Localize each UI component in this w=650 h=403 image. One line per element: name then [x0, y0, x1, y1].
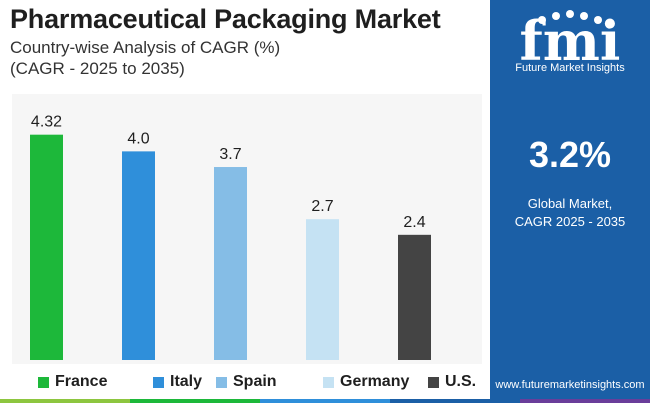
- logo-dot-icon: [580, 12, 588, 20]
- brand-name: Future Market Insights: [515, 62, 625, 74]
- bar-france: [30, 134, 63, 360]
- data-label: 4.32: [31, 114, 62, 131]
- legend-label: Spain: [233, 373, 277, 390]
- legend-label: U.S.: [445, 373, 477, 390]
- legend-swatch: [38, 376, 49, 388]
- logo-dot-icon: [566, 10, 574, 18]
- strip-segment: [520, 399, 650, 403]
- legend-item: Italy: [153, 372, 202, 392]
- strip-segment: [130, 399, 260, 403]
- chart-legend: France Italy Spain Germany U.S.: [38, 372, 498, 392]
- bar-italy: [122, 151, 155, 360]
- data-label: 2.4: [403, 214, 425, 231]
- website-url[interactable]: www.futuremarketinsights.com: [495, 379, 645, 391]
- chart-title: Pharmaceutical Packaging Market: [10, 4, 441, 34]
- data-label: 2.7: [311, 198, 333, 215]
- legend-label: France: [55, 373, 108, 390]
- legend-item: France: [38, 372, 107, 392]
- legend-swatch: [428, 376, 439, 388]
- kpi-period: CAGR 2025 - 2035: [514, 214, 626, 229]
- bottom-color-strip: [0, 399, 650, 403]
- logo-dot-icon: [538, 16, 546, 24]
- legend-item: Germany: [323, 372, 409, 392]
- legend-label: Italy: [170, 373, 203, 390]
- chart-subtitle: Country-wise Analysis of CAGR (%): [10, 38, 281, 57]
- kpi-value: 3.2%: [528, 134, 612, 175]
- bar-chart: 4.32 4.0 3.7 2.7 2.4: [30, 114, 431, 360]
- legend-swatch: [216, 376, 227, 388]
- legend-item: Spain: [216, 372, 277, 392]
- fmi-logo: fmi: [520, 9, 621, 73]
- legend-label: Germany: [340, 373, 410, 390]
- bar-germany: [306, 219, 339, 360]
- legend-item: U.S.: [428, 372, 476, 392]
- data-label: 3.7: [219, 146, 241, 163]
- logo-dot-icon: [552, 12, 560, 20]
- chart-plot-area: 4.32 4.0 3.7 2.7 2.4: [12, 94, 482, 364]
- kpi-label: Global Market,: [527, 196, 613, 211]
- data-label: 4.0: [127, 130, 149, 147]
- strip-segment: [0, 399, 130, 403]
- legend-swatch: [153, 376, 164, 388]
- chart-period: (CAGR - 2025 to 2035): [10, 59, 185, 78]
- strip-segment: [390, 399, 520, 403]
- bar-spain: [214, 167, 247, 360]
- logo-lettering: fmi: [520, 9, 621, 73]
- strip-segment: [260, 399, 390, 403]
- bar-us: [398, 234, 431, 360]
- sidebar-panel: fmi Future Market Insights 3.2% Global M…: [490, 0, 650, 400]
- legend-swatch: [323, 376, 334, 388]
- logo-dot-icon: [594, 16, 602, 24]
